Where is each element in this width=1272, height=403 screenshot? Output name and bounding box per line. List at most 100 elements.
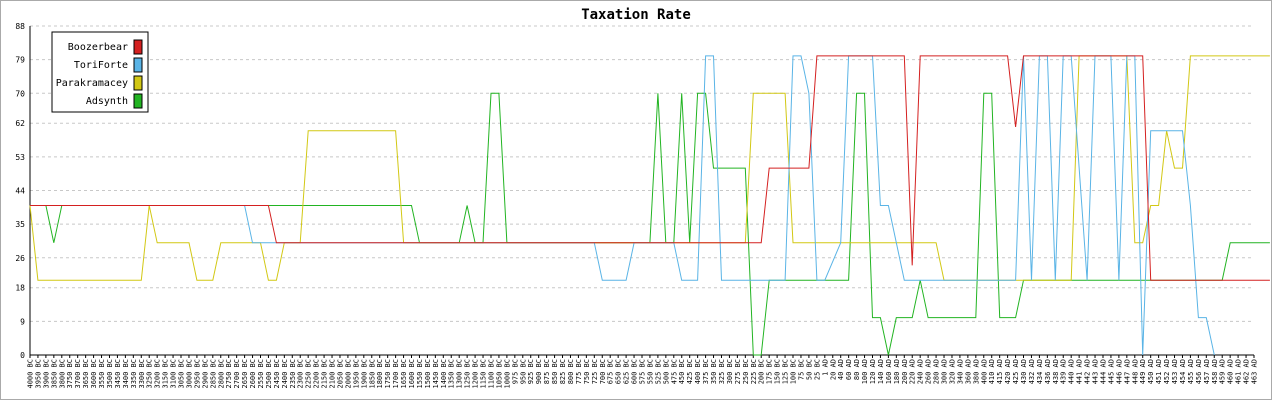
x-tick-label: 600 BC [631,359,639,384]
series-line-boozerbear [30,55,1270,281]
x-tick-label: 1050 BC [495,359,503,389]
x-tick-label: 2600 BC [249,359,257,389]
x-tick-label: 2100 BC [329,359,337,389]
x-tick-label: 3150 BC [162,359,170,389]
x-tick-label: 1900 BC [360,359,368,389]
x-tick-label: 2650 BC [241,359,249,389]
x-tick-label: 2800 BC [217,359,225,389]
x-tick-label: 1 AD [821,359,829,376]
x-tick-label: 434 AD [1036,359,1044,384]
x-tick-label: 2200 BC [313,359,321,389]
legend-label-boozerbear: Boozerbear [68,42,128,53]
x-tick-label: 462 AD [1243,359,1251,384]
y-tick-label: 0 [20,351,25,360]
x-tick-label: 125 BC [782,359,790,384]
x-tick-label: 4000 BC [27,359,35,389]
x-tick-label: 449 AD [1139,359,1147,384]
x-tick-label: 446 AD [1115,359,1123,384]
x-tick-label: 240 AD [917,359,925,384]
x-tick-label: 2300 BC [297,359,305,389]
x-tick-label: 2150 BC [321,359,329,389]
x-tick-label: 280 AD [933,359,941,384]
x-tick-label: 750 BC [583,359,591,384]
x-tick-label: 3600 BC [90,359,98,389]
x-tick-label: 220 AD [909,359,917,384]
x-tick-label: 120 AD [869,359,877,384]
x-tick-label: 675 BC [607,359,615,384]
x-tick-label: 40 AD [837,359,845,380]
y-tick-label: 79 [15,56,25,65]
x-tick-label: 850 BC [551,359,559,384]
x-tick-label: 410 AD [988,359,996,384]
x-tick-label: 448 AD [1131,359,1139,384]
x-tick-label: 1200 BC [472,359,480,389]
x-tick-label: 225 BC [750,359,758,384]
x-tick-label: 200 BC [758,359,766,384]
x-tick-label: 2500 BC [265,359,273,389]
x-tick-label: 443 AD [1092,359,1100,384]
x-tick-label: 458 AD [1211,359,1219,384]
legend: Boozerbear ToriForte Parakramacey Adsynth [51,31,149,113]
x-tick-label: 575 BC [639,359,647,384]
x-tick-label: 80 AD [853,359,861,380]
x-tick-label: 2550 BC [257,359,265,389]
x-tick-label: 3100 BC [170,359,178,389]
x-tick-label: 461 AD [1235,359,1243,384]
x-tick-label: 459 AD [1219,359,1227,384]
x-tick-label: 1700 BC [392,359,400,389]
x-tick-label: 2700 BC [233,359,241,389]
x-tick-label: 460 AD [1227,359,1235,384]
y-tick-label: 9 [20,317,25,326]
x-tick-label: 455 AD [1187,359,1195,384]
y-tick-label: 88 [15,22,25,31]
legend-label-parakramacey: Parakramacey [56,78,128,89]
x-tick-label: 700 BC [599,359,607,384]
x-tick-label: 875 BC [543,359,551,384]
x-tick-label: 350 BC [710,359,718,384]
x-tick-label: 150 BC [774,359,782,384]
x-tick-label: 50 BC [805,359,813,380]
x-tick-label: 475 BC [670,359,678,384]
legend-swatch-adsynth [133,93,143,109]
x-tick-label: 2050 BC [336,359,344,389]
x-tick-label: 650 BC [615,359,623,384]
x-tick-label: 1100 BC [487,359,495,389]
x-tick-label: 2250 BC [305,359,313,389]
y-tick-label: 35 [15,220,25,229]
x-tick-label: 800 BC [567,359,575,384]
x-tick-label: 140 AD [877,359,885,384]
x-tick-label: 360 AD [964,359,972,384]
x-tick-label: 375 BC [702,359,710,384]
x-tick-label: 1850 BC [368,359,376,389]
legend-swatch-boozerbear [133,39,143,55]
x-tick-label: 2950 BC [193,359,201,389]
x-tick-label: 1250 BC [464,359,472,389]
x-tick-label: 441 AD [1076,359,1084,384]
x-tick-label: 300 BC [726,359,734,384]
x-tick-label: 451 AD [1155,359,1163,384]
x-tick-label: 160 AD [885,359,893,384]
x-tick-label: 3250 BC [146,359,154,389]
x-tick-label: 75 BC [797,359,805,380]
x-tick-label: 60 AD [845,359,853,380]
y-tick-label: 26 [15,254,25,263]
x-tick-label: 442 AD [1084,359,1092,384]
x-tick-label: 400 BC [694,359,702,384]
x-tick-label: 550 BC [646,359,654,384]
x-tick-label: 425 AD [1012,359,1020,384]
x-tick-label: 1150 BC [480,359,488,389]
x-tick-label: 975 BC [511,359,519,384]
x-tick-label: 420 AD [1004,359,1012,384]
x-tick-label: 1450 BC [432,359,440,389]
x-axis: 4000 BC 3950 BC 3900 BC 3850 BC 3800 BC 3750 … [27,354,1259,389]
x-tick-label: 456 AD [1195,359,1203,384]
x-tick-label: 1650 BC [400,359,408,389]
x-tick-label: 400 AD [980,359,988,384]
x-tick-label: 925 BC [527,359,535,384]
x-tick-label: 2400 BC [281,359,289,389]
x-tick-label: 1750 BC [384,359,392,389]
x-tick-label: 2000 BC [344,359,352,389]
x-tick-label: 450 AD [1147,359,1155,384]
x-tick-label: 775 BC [575,359,583,384]
